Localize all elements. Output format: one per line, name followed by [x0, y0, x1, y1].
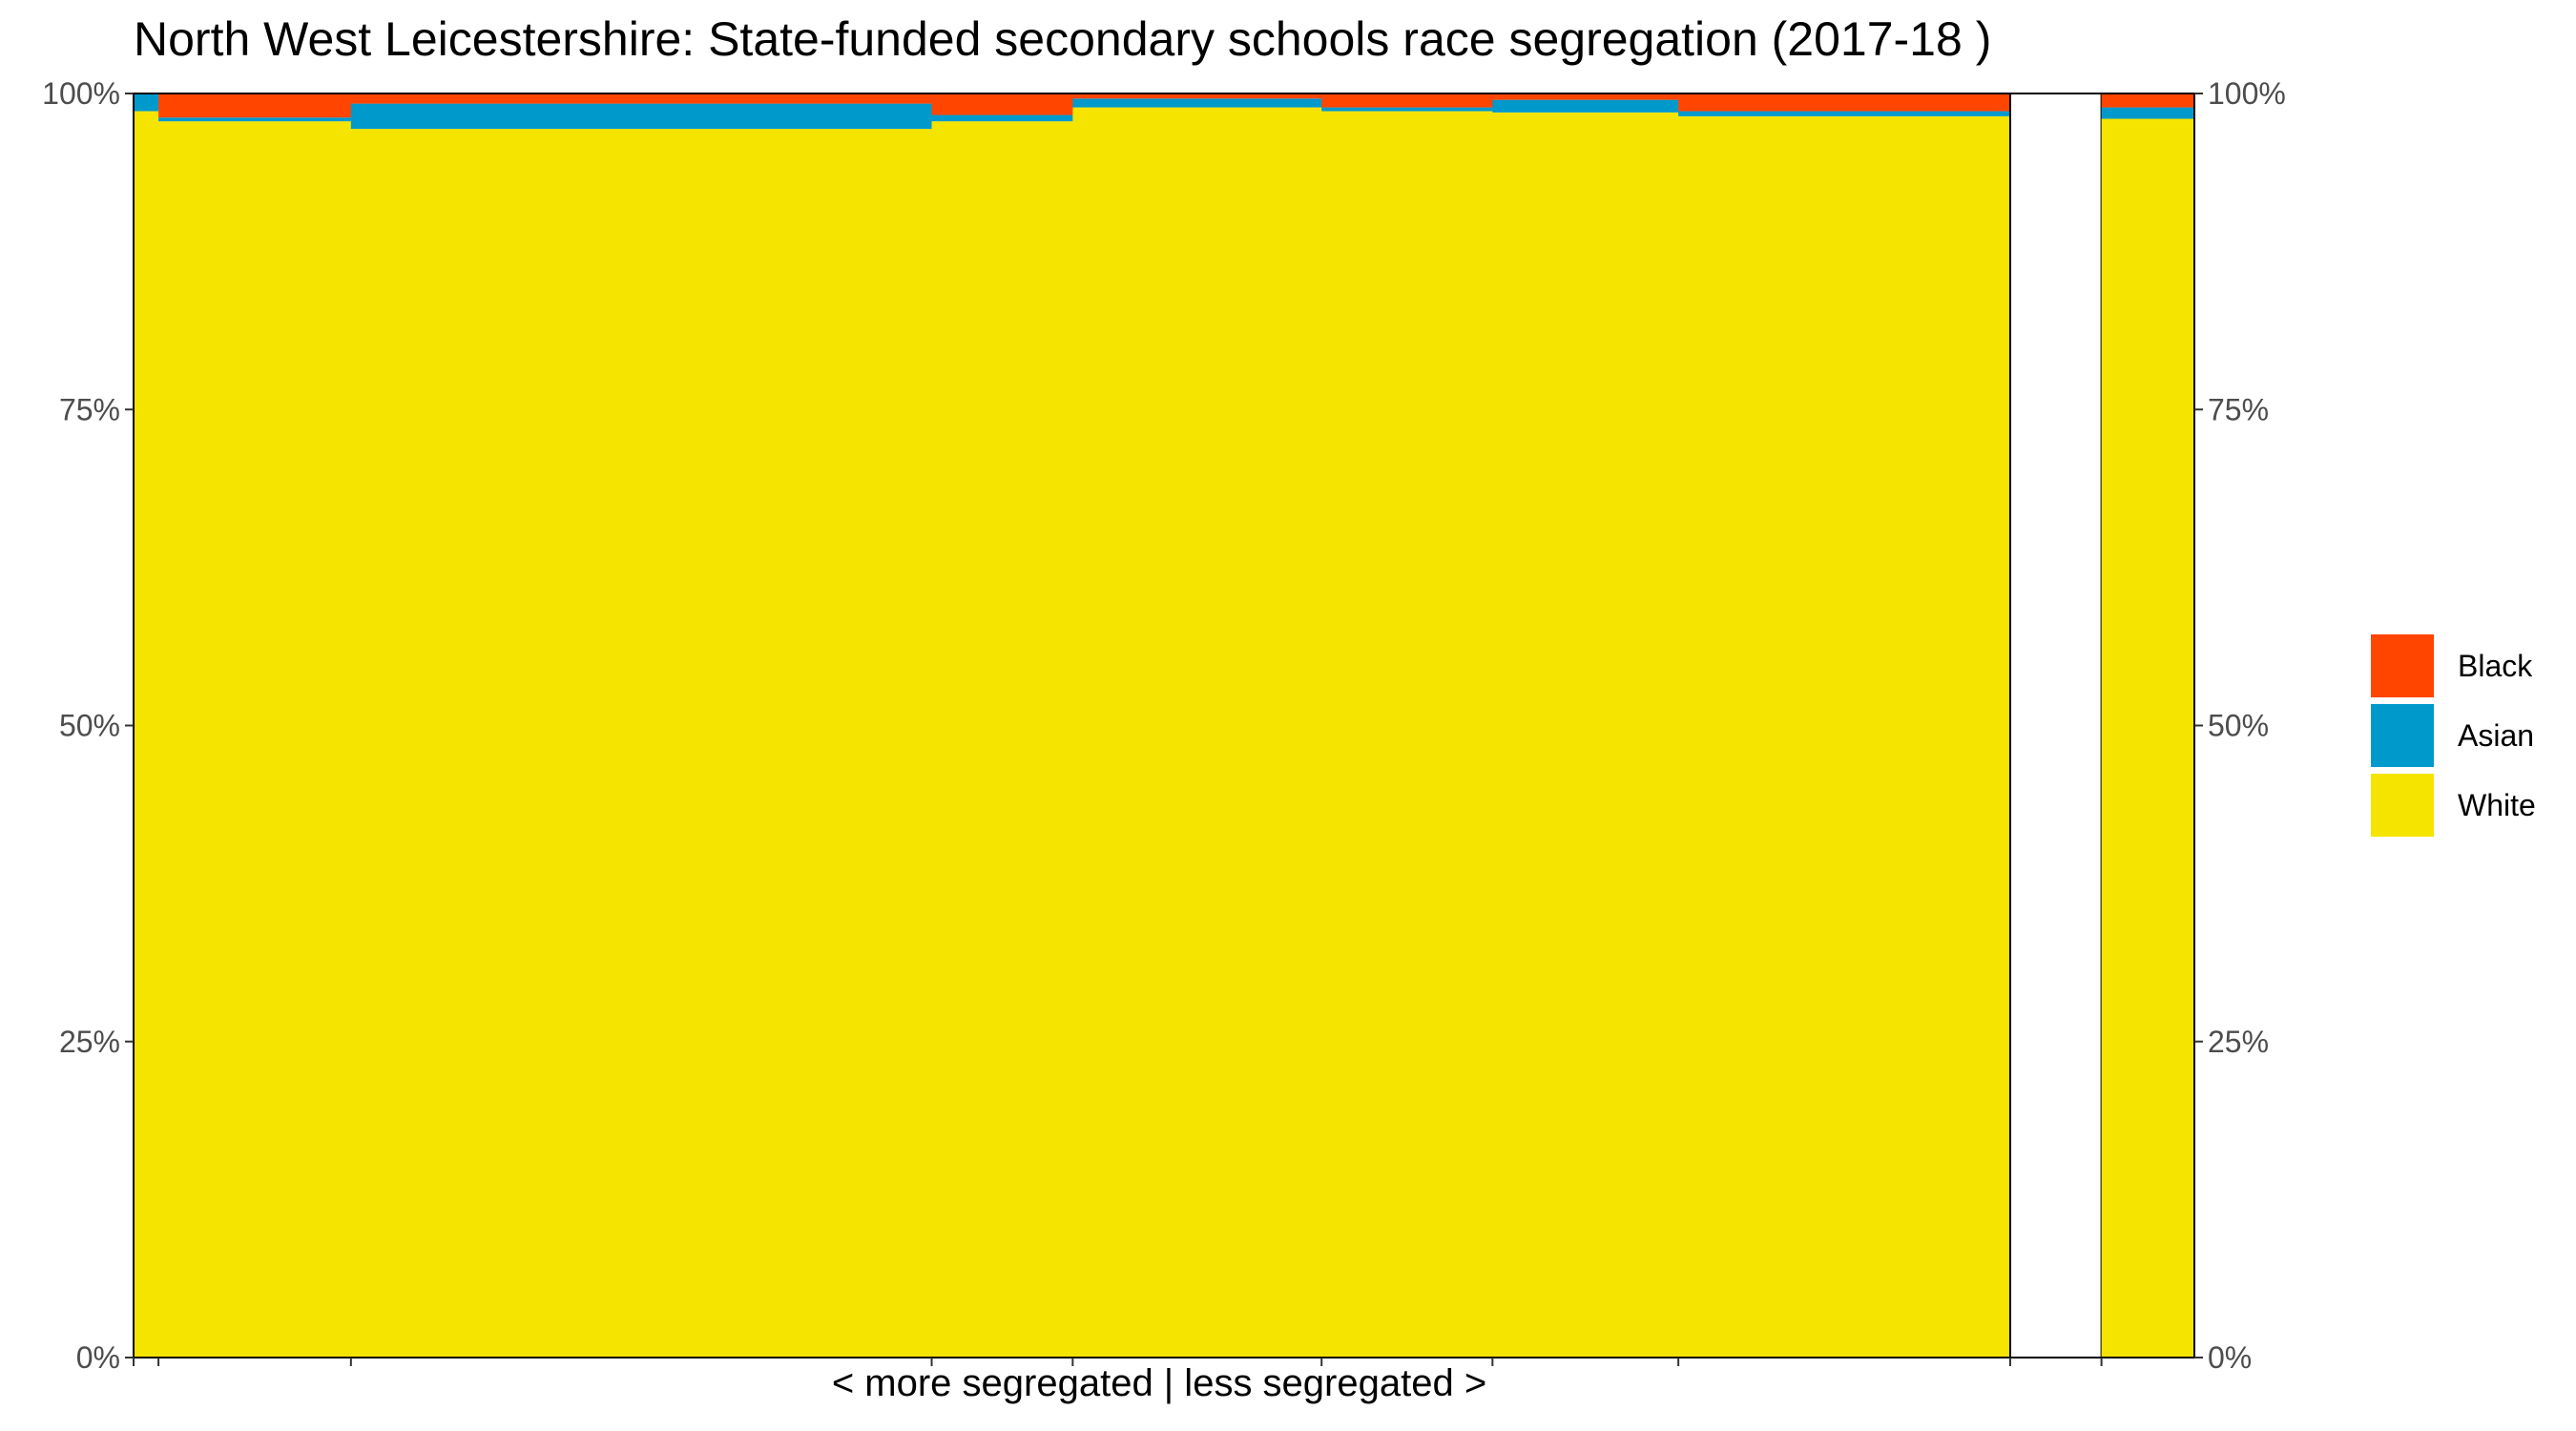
axes-layer: 0% 0% 25% 25% 50% 50% 75% 75% 100% 100% [42, 76, 2286, 1375]
bar-asian-school-10 [2101, 107, 2195, 119]
bar-asian-school-5 [1072, 98, 1322, 108]
bar-white-school-1 [134, 111, 159, 1358]
x-axis-label: < more segregated | less segregated > [831, 1362, 1487, 1404]
bar-asian-school-7 [1492, 99, 1679, 113]
bar-asian-school-8 [1678, 111, 2011, 116]
bar-black-school-10 [2101, 93, 2195, 108]
legend-key-white [2371, 774, 2434, 837]
bar-white-school-2 [158, 121, 352, 1358]
bar-black-school-2 [158, 93, 352, 118]
bar-black-school-3 [350, 93, 933, 104]
bar-asian-school-4 [931, 114, 1073, 122]
y-tick-label-left-1: 25% [59, 1025, 120, 1059]
y-tick-label-right-0: 0% [2208, 1340, 2252, 1375]
bar-white-school-6 [1321, 111, 1493, 1358]
bar-black-school-8 [1678, 93, 2011, 112]
y-tick-label-left-2: 50% [59, 709, 120, 743]
y-tick-label-left-0: 0% [76, 1340, 120, 1375]
y-tick-label-left-4: 100% [42, 76, 120, 111]
bar-black-school-5 [1072, 93, 1322, 99]
bars-layer [134, 93, 2195, 1358]
bar-white-school-8 [1678, 115, 2011, 1358]
bar-white-school-5 [1072, 107, 1322, 1358]
legend-key-asian [2371, 704, 2434, 767]
y-tick-label-right-1: 25% [2208, 1025, 2269, 1059]
bar-white-school-10 [2101, 118, 2195, 1358]
bar-white-school-7 [1492, 112, 1679, 1358]
legend-label-black: Black [2458, 649, 2533, 683]
bar-asian-school-3 [350, 103, 933, 130]
legend-label-white: White [2458, 788, 2536, 822]
bar-asian-school-2 [158, 117, 352, 122]
legend-label-asian: Asian [2458, 718, 2534, 753]
bar-white-school-3 [350, 129, 933, 1358]
y-tick-label-right-2: 50% [2208, 709, 2269, 743]
bar-white-school-4 [931, 121, 1073, 1358]
chart-title: North West Leicestershire: State-funded … [134, 12, 1992, 66]
legend: Black Asian White [2371, 634, 2536, 837]
legend-key-black [2371, 634, 2434, 697]
bar-asian-school-6 [1321, 107, 1493, 112]
bar-asian-school-1 [134, 93, 159, 112]
y-tick-label-right-4: 100% [2208, 76, 2286, 111]
y-tick-label-right-3: 75% [2208, 392, 2269, 426]
y-tick-label-left-3: 75% [59, 392, 120, 426]
bar-black-school-6 [1321, 93, 1493, 108]
bar-gap-school-9 [2008, 93, 2103, 1358]
bar-black-school-4 [931, 93, 1073, 115]
bar-black-school-7 [1492, 93, 1679, 100]
